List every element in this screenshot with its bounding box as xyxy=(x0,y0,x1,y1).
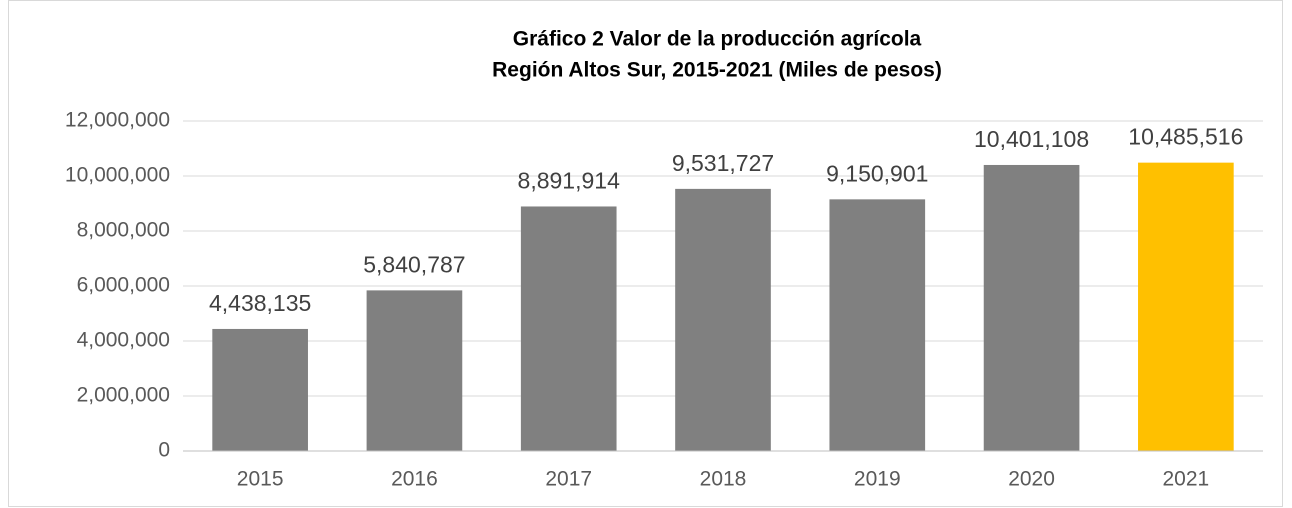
data-label: 10,485,516 xyxy=(1128,124,1243,150)
chart-title: Región Altos Sur, 2015-2021 (Miles de pe… xyxy=(492,59,942,82)
y-tick-label: 0 xyxy=(158,439,170,462)
x-tick-label: 2015 xyxy=(237,468,284,491)
y-tick-label: 6,000,000 xyxy=(77,274,170,297)
x-tick-label: 2016 xyxy=(391,468,438,491)
bar xyxy=(829,199,926,451)
data-label: 5,840,787 xyxy=(363,251,465,277)
bar xyxy=(212,328,308,451)
bar xyxy=(366,290,463,451)
y-tick-label: 10,000,000 xyxy=(65,164,170,187)
data-label: 10,401,108 xyxy=(974,126,1089,152)
x-tick-label: 2017 xyxy=(545,468,592,491)
data-label: 9,150,901 xyxy=(826,160,928,186)
data-label: 8,891,914 xyxy=(518,168,621,194)
x-tick-label: 2018 xyxy=(700,468,747,491)
bar xyxy=(520,206,617,451)
bar xyxy=(675,188,771,451)
bar xyxy=(1138,162,1234,451)
y-tick-label: 4,000,000 xyxy=(77,329,170,352)
x-tick-label: 2020 xyxy=(1008,468,1055,491)
y-tick-label: 8,000,000 xyxy=(77,219,170,242)
data-label: 9,531,727 xyxy=(672,150,774,176)
bar xyxy=(983,164,1080,451)
chart-title: Gráfico 2 Valor de la producción agrícol… xyxy=(513,28,922,51)
x-tick-label: 2019 xyxy=(854,468,901,491)
x-tick-label: 2021 xyxy=(1162,468,1209,491)
y-tick-label: 12,000,000 xyxy=(65,109,170,132)
y-tick-label: 2,000,000 xyxy=(77,384,170,407)
data-label: 4,438,135 xyxy=(209,290,311,316)
